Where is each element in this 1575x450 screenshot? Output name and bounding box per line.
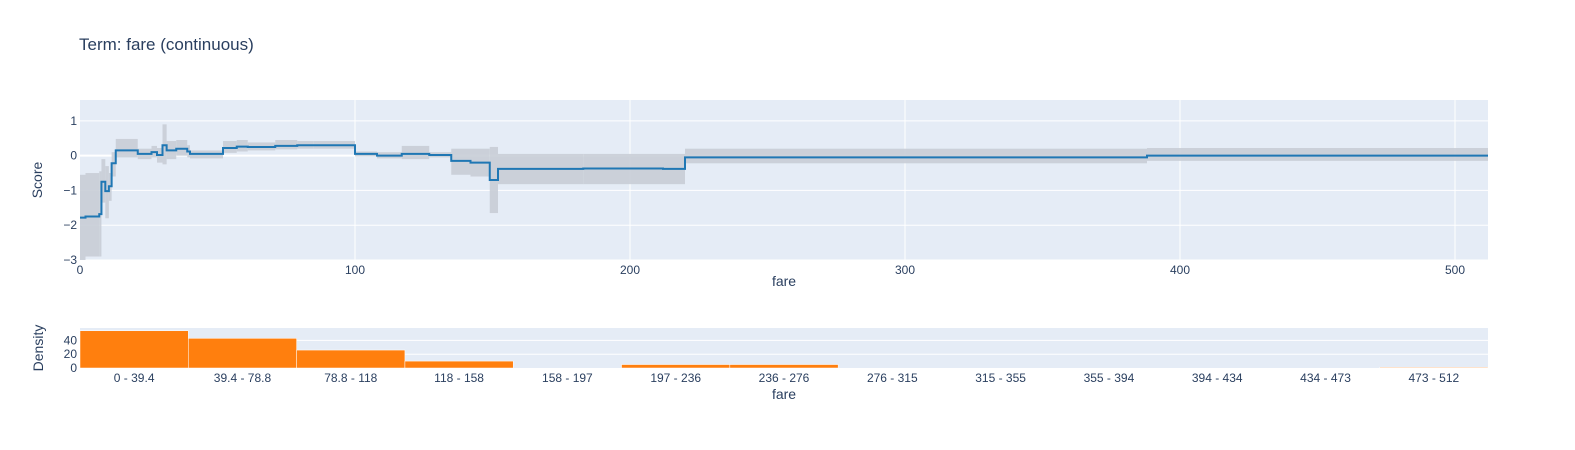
score-y-tick-label: −2	[63, 218, 77, 232]
score-y-tick-label: −3	[63, 253, 77, 267]
score-y-tick-label: 0	[70, 149, 77, 163]
density-y-tick-label: 40	[64, 333, 78, 347]
score-x-tick-labels: 0 100 200 300 400 500	[77, 263, 1466, 277]
density-x-axis-label: fare	[772, 386, 796, 402]
score-step-line	[80, 144, 1488, 219]
density-bar	[621, 364, 731, 369]
density-x-tick-label: 473 - 512	[1408, 371, 1459, 385]
score-x-tick-label: 200	[620, 263, 640, 277]
density-x-tick-label: 315 - 355	[975, 371, 1026, 385]
density-x-tick-label: 158 - 197	[542, 371, 593, 385]
score-line	[80, 144, 1488, 219]
chart-title: Term: fare (continuous)	[79, 35, 254, 54]
density-y-tick-label: 0	[70, 361, 77, 375]
score-band-segment	[85, 173, 100, 257]
score-plot-area	[80, 100, 1488, 260]
density-x-tick-label: 276 - 315	[867, 371, 918, 385]
score-y-axis-label: Score	[29, 162, 45, 199]
density-x-tick-label: 118 - 158	[434, 371, 484, 385]
density-bar	[296, 349, 406, 369]
score-band-segment	[115, 138, 138, 158]
density-bar	[79, 330, 189, 369]
density-x-tick-label: 78.8 - 118	[324, 371, 377, 385]
density-x-tick-label: 434 - 473	[1300, 371, 1351, 385]
score-y-tick-labels: −3 −2 −1 0 1	[63, 114, 77, 267]
density-bar	[188, 338, 297, 369]
density-x-tick-label: 394 - 434	[1192, 371, 1243, 385]
score-band-segment	[1147, 148, 1488, 161]
score-band-segment	[685, 148, 1147, 164]
score-band-segment	[401, 145, 430, 160]
score-x-tick-label: 0	[77, 263, 84, 277]
density-bars	[79, 330, 1489, 369]
density-x-tick-label: 0 - 39.4	[114, 371, 155, 385]
density-x-tick-label: 39.4 - 78.8	[214, 371, 272, 385]
density-bar	[729, 364, 839, 369]
score-band-segment	[223, 141, 237, 153]
score-band-segment	[111, 152, 116, 177]
density-y-axis-label: Density	[30, 325, 46, 372]
density-x-tick-label: 236 - 276	[759, 371, 810, 385]
score-y-tick-label: −1	[63, 183, 77, 197]
score-x-axis-label: fare	[772, 273, 796, 289]
density-x-tick-label: 197 - 236	[650, 371, 701, 385]
density-x-tick-label: 355 - 394	[1084, 371, 1135, 385]
density-y-tick-label: 20	[64, 347, 78, 361]
score-x-tick-label: 500	[1445, 263, 1465, 277]
score-x-tick-label: 300	[895, 263, 915, 277]
density-bar	[1379, 367, 1489, 369]
score-band-segment	[275, 140, 298, 150]
score-band-segment	[105, 166, 109, 219]
density-bar	[404, 360, 514, 369]
score-x-tick-label: 400	[1170, 263, 1190, 277]
score-x-tick-label: 100	[345, 263, 365, 277]
density-x-tick-labels: 0 - 39.4 39.4 - 78.8 78.8 - 118 118 - 158 15…	[114, 371, 1460, 385]
score-y-tick-label: 1	[70, 114, 77, 128]
